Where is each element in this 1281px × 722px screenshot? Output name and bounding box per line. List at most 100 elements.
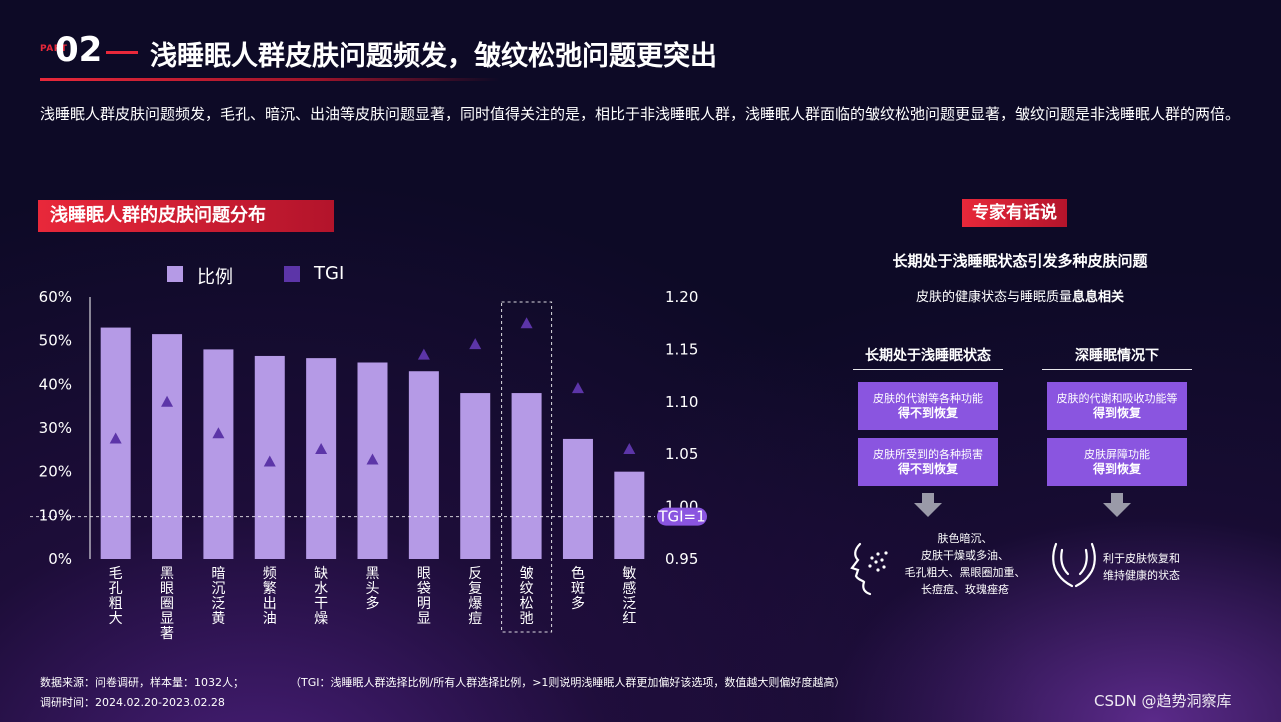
page-title: 浅睡眠人群皮肤问题频发，皱纹松弛问题更突出 xyxy=(150,41,717,72)
x-category-label: 泛 xyxy=(211,596,225,612)
expert-section-title: 专家有话说 xyxy=(962,199,1067,227)
right-arrow-down-icon xyxy=(1103,503,1131,517)
left-box-2-text: 皮肤所受到的各种损害 xyxy=(873,448,983,461)
tgi-marker xyxy=(109,432,122,444)
x-category-label: 色 xyxy=(571,565,585,582)
tgi-marker xyxy=(212,427,225,439)
legend-tgi-swatch xyxy=(284,266,300,282)
x-category-label: 水 xyxy=(314,581,328,597)
right-col-title: 深睡眠情况下 xyxy=(1075,348,1159,364)
x-category-label: 多 xyxy=(366,595,380,612)
left-outcome-line: 长痘痘、玫瑰痤疮 xyxy=(921,583,1009,596)
x-category-label: 反 xyxy=(468,566,482,582)
right-box-1-bold: 得到恢复 xyxy=(1092,406,1141,420)
bar xyxy=(306,358,337,559)
x-category-label: 斑 xyxy=(571,581,585,597)
title-underline xyxy=(40,78,500,81)
x-category-label: 大 xyxy=(109,611,123,627)
right-box-2-bold: 得到恢复 xyxy=(1092,462,1141,476)
left-box-2: 皮肤所受到的各种损害 得不到恢复 xyxy=(858,438,998,486)
right-box-2-text: 皮肤屏障功能 xyxy=(1084,448,1150,461)
tgi-marker xyxy=(263,455,276,467)
x-category-label: 显 xyxy=(160,611,174,627)
legend-ratio-swatch xyxy=(167,266,183,282)
right-box-2: 皮肤屏障功能 得到恢复 xyxy=(1047,438,1187,486)
x-category-label: 沉 xyxy=(211,581,225,597)
tgi-note: （TGI：浅睡眠人群选择比例/所有人群选择比例，>1则说明浅睡眠人群更加偏好该选… xyxy=(290,676,846,689)
x-category-label: 毛 xyxy=(109,566,123,582)
bar xyxy=(511,393,542,559)
chart-section-title: 浅睡眠人群的皮肤问题分布 xyxy=(38,200,334,232)
x-category-label: 头 xyxy=(366,581,380,597)
x-category-label: 暗 xyxy=(211,566,225,582)
x-category-label: 痘 xyxy=(468,611,482,627)
y-left-tick-label: 20% xyxy=(39,463,72,481)
x-category-label: 孔 xyxy=(109,581,123,597)
y-left-tick-label: 60% xyxy=(39,288,72,306)
x-category-label: 黑 xyxy=(160,566,174,582)
x-category-label: 多 xyxy=(571,595,585,612)
tgi-marker xyxy=(623,442,636,454)
right-outcome-line: 利于皮肤恢复和 xyxy=(1103,552,1180,565)
skin-issue-chart: 0%10%20%30%40%50%60%0.951.001.051.101.15… xyxy=(30,288,707,640)
x-category-label: 眼 xyxy=(417,566,431,582)
x-category-label: 泛 xyxy=(622,596,636,612)
left-outcome-line: 毛孔粗大、黑眼圈加重、 xyxy=(904,566,1026,579)
x-category-label: 繁 xyxy=(263,581,277,597)
face-profile-icon xyxy=(850,542,888,596)
left-box-1-bold: 得不到恢复 xyxy=(897,406,958,420)
bar xyxy=(152,334,183,559)
x-category-label: 弛 xyxy=(520,611,534,627)
bar xyxy=(203,349,234,559)
part-number: 02 xyxy=(55,30,103,70)
x-category-label: 著 xyxy=(160,626,174,640)
reference-label: TGI=1 xyxy=(657,508,705,526)
x-category-label: 袋 xyxy=(417,581,431,597)
expert-subline: 皮肤的健康状态与睡眠质量息息相关 xyxy=(850,286,1190,305)
bar xyxy=(562,438,593,559)
x-category-label: 红 xyxy=(622,611,636,627)
x-category-label: 眼 xyxy=(160,581,174,597)
x-category-label: 显 xyxy=(417,611,431,627)
bar xyxy=(460,393,491,559)
expert-subline-bold: 息息相关 xyxy=(1072,290,1125,305)
x-category-label: 感 xyxy=(622,580,636,597)
right-outcome-line: 维持健康的状态 xyxy=(1103,569,1180,582)
tgi-marker xyxy=(520,317,533,329)
hands-care-icon xyxy=(1052,542,1096,588)
right-arrow-stem xyxy=(1111,493,1123,503)
x-category-label: 敏 xyxy=(622,566,636,582)
tgi-marker xyxy=(315,442,328,454)
left-outcome-line: 肤色暗沉、 xyxy=(937,532,993,545)
y-right-tick-label: 1.20 xyxy=(665,288,698,306)
x-category-label: 频 xyxy=(263,566,277,582)
x-category-label: 黄 xyxy=(211,610,225,627)
y-left-tick-label: 10% xyxy=(39,506,72,524)
survey-time: 调研时间：2024.02.20-2023.02.28 xyxy=(40,696,225,709)
expert-subline-text: 皮肤的健康状态与睡眠质量 xyxy=(915,290,1072,305)
left-arrow-stem xyxy=(922,493,934,503)
legend-ratio-label: 比例 xyxy=(197,267,233,288)
x-category-label: 松 xyxy=(520,596,534,612)
part-tag: PART xyxy=(40,44,68,54)
tgi-marker xyxy=(161,395,174,407)
tgi-marker xyxy=(469,338,482,350)
watermark: CSDN @趋势洞察库 xyxy=(1094,692,1232,710)
left-box-1-text: 皮肤的代谢等各种功能 xyxy=(873,392,983,405)
x-category-label: 复 xyxy=(468,580,482,597)
right-box-1: 皮肤的代谢和吸收功能等 得到恢复 xyxy=(1047,382,1187,430)
y-right-tick-label: 1.05 xyxy=(665,445,698,463)
expert-headline: 长期处于浅睡眠状态引发多种皮肤问题 xyxy=(892,252,1148,270)
x-category-label: 油 xyxy=(263,611,277,627)
left-col-title: 长期处于浅睡眠状态 xyxy=(865,348,991,364)
y-left-tick-label: 50% xyxy=(39,332,72,350)
legend-tgi-label: TGI xyxy=(314,263,345,284)
right-outcome: 利于皮肤恢复和 维持健康的状态 xyxy=(1103,550,1180,584)
y-left-tick-label: 30% xyxy=(39,419,72,437)
left-box-1: 皮肤的代谢等各种功能 得不到恢复 xyxy=(858,382,998,430)
right-box-1-text: 皮肤的代谢和吸收功能等 xyxy=(1056,392,1178,405)
x-category-label: 圈 xyxy=(160,596,174,612)
x-category-label: 缺 xyxy=(314,566,328,582)
y-left-tick-label: 40% xyxy=(39,375,72,393)
tgi-marker xyxy=(366,453,379,465)
